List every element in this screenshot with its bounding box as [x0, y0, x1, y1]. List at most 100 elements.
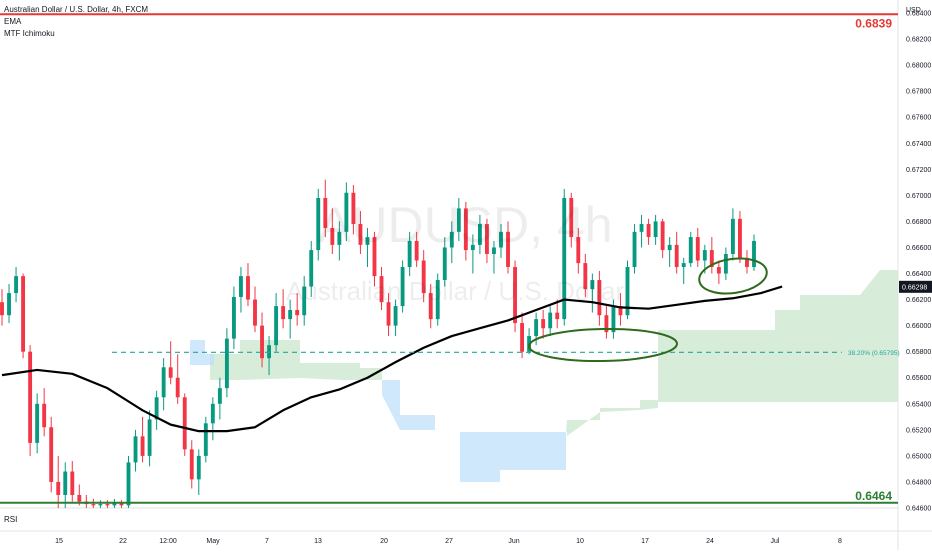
candle-body [569, 197, 574, 238]
y-tick-label: 0.68200 [906, 37, 931, 44]
candle-body [267, 345, 271, 359]
y-tick-label: 0.67200 [906, 167, 931, 174]
y-tick-label: 0.65600 [906, 375, 931, 382]
candle-body [604, 315, 609, 333]
support-zone-ellipse [528, 327, 678, 363]
indicator-ema-label[interactable]: EMA [4, 17, 22, 26]
y-tick-label: 0.67800 [906, 89, 931, 96]
candle-body [239, 276, 243, 297]
y-tick-label: 0.65000 [906, 453, 931, 460]
candle-body [393, 306, 398, 326]
cloud-bear-segment [382, 380, 567, 482]
candle-body [386, 302, 391, 326]
candle-body [688, 237, 693, 264]
time-axis[interactable]: 15 22 12:00 May 7 13 20 27 Jun 10 17 24 Jul 8 [55, 538, 842, 545]
candle-body [379, 276, 384, 303]
candle-body [520, 323, 525, 352]
candle-body [716, 267, 721, 274]
candle-body [639, 224, 644, 232]
candle-body [154, 397, 159, 420]
candle-body [28, 351, 33, 443]
candle-body [583, 263, 588, 290]
y-tick-label: 0.65200 [906, 427, 931, 434]
candle-body [576, 237, 581, 264]
x-tick-label: Jun [508, 538, 519, 545]
candle-body [358, 224, 363, 245]
candle-body [35, 403, 40, 443]
candle-body [281, 306, 286, 320]
candle-body [400, 267, 405, 307]
candle-body [667, 244, 672, 251]
candle-body [196, 455, 201, 480]
candle-body [119, 502, 124, 506]
rsi-label[interactable]: RSI [4, 515, 18, 524]
candle-body [91, 504, 96, 506]
candle-body [407, 240, 412, 268]
candle-body [555, 312, 560, 320]
candle-body [477, 224, 482, 245]
candle-body [562, 197, 567, 320]
candle-body [7, 293, 11, 316]
candle-body [541, 319, 546, 329]
x-tick-label: Jul [771, 538, 780, 545]
price-axis[interactable]: 0.68400 0.68200 0.68000 0.67800 0.67600 0.674… [899, 11, 932, 513]
cloud-bull-segment [210, 340, 382, 380]
candle-body [499, 231, 503, 248]
candle-body [98, 504, 103, 506]
candle-body [730, 218, 735, 254]
last-price-badge [899, 280, 932, 293]
candle-body [590, 280, 595, 290]
y-tick-label: 0.67400 [906, 141, 931, 148]
candle-body [260, 325, 264, 359]
ema-line [1, 285, 783, 433]
candle-body [337, 231, 342, 245]
candle-body [309, 250, 314, 287]
candle-body [506, 231, 510, 268]
candle-body [63, 471, 68, 495]
y-tick-label: 0.64600 [906, 506, 931, 513]
x-tick-label: 17 [641, 538, 649, 545]
x-tick-label: 13 [314, 538, 322, 545]
candle-body [351, 192, 356, 225]
candle-body [316, 197, 321, 251]
y-tick-label: 0.66000 [906, 323, 931, 330]
candle-body [745, 257, 749, 268]
candle-body [456, 208, 461, 232]
fib-label: 38.20% (0.65795) [848, 350, 900, 357]
candle-body [246, 276, 250, 300]
candle-body [463, 208, 468, 251]
candle-body [702, 250, 707, 261]
candle-body [49, 427, 54, 482]
candle-body [632, 231, 637, 268]
candle-body [492, 247, 496, 254]
candle-body [470, 244, 475, 251]
candle-body [14, 276, 18, 294]
candle-body [182, 397, 187, 450]
x-tick-label: 10 [576, 538, 584, 545]
symbol-title: Australian Dollar / U.S. Dollar, 4h, FXC… [4, 5, 149, 14]
candle-body [133, 436, 138, 463]
candle-body [674, 244, 679, 268]
x-tick-label: 22 [119, 538, 127, 545]
candle-body [231, 296, 236, 339]
y-tick-label: 0.65400 [906, 401, 931, 408]
candle-body [513, 267, 517, 324]
candle-body [288, 310, 293, 320]
candle-body [548, 312, 553, 329]
candle-body [738, 218, 742, 258]
candle-body [449, 231, 454, 248]
candle-body [147, 419, 152, 456]
y-tick-label: 0.67600 [906, 115, 931, 122]
y-tick-label: 0.66600 [906, 245, 931, 252]
candle-body [646, 224, 651, 238]
candle-body [709, 250, 714, 268]
candle-body [105, 504, 110, 506]
candle-body [323, 197, 328, 228]
candle-body [365, 237, 370, 245]
indicator-ichimoku-label[interactable]: MTF Ichimoku [4, 29, 55, 38]
currency-label: USD [906, 7, 921, 14]
x-tick-label: 20 [380, 538, 388, 545]
candle-body [723, 253, 728, 274]
